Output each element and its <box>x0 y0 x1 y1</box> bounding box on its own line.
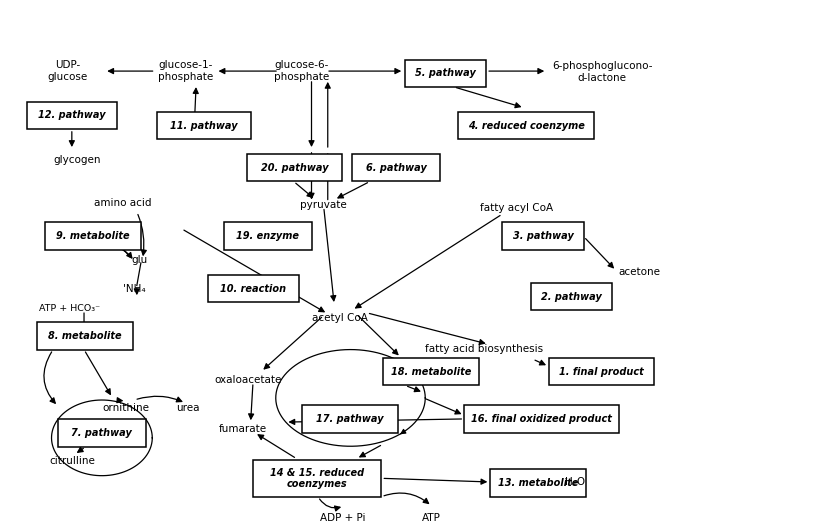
Text: 3. pathway: 3. pathway <box>513 231 573 241</box>
Text: 14 & 15. reduced
coenzymes: 14 & 15. reduced coenzymes <box>270 467 364 489</box>
FancyBboxPatch shape <box>253 460 381 496</box>
Text: 7. pathway: 7. pathway <box>71 428 133 438</box>
Text: UDP-
glucose: UDP- glucose <box>47 61 88 82</box>
Text: 10. reaction: 10. reaction <box>220 284 286 294</box>
FancyBboxPatch shape <box>27 101 116 129</box>
FancyBboxPatch shape <box>246 154 343 182</box>
FancyBboxPatch shape <box>465 405 618 433</box>
FancyBboxPatch shape <box>502 222 584 250</box>
Text: 6-phosphoglucono-
d-lactone: 6-phosphoglucono- d-lactone <box>552 62 653 83</box>
Text: ADP + Pi: ADP + Pi <box>320 513 365 523</box>
FancyBboxPatch shape <box>302 405 398 433</box>
Text: glycogen: glycogen <box>54 156 101 166</box>
Text: pyruvate: pyruvate <box>300 200 347 210</box>
Text: 20. pathway: 20. pathway <box>261 163 328 173</box>
FancyBboxPatch shape <box>208 275 299 302</box>
FancyBboxPatch shape <box>352 154 440 182</box>
Text: 6. pathway: 6. pathway <box>366 163 426 173</box>
Text: 13. metabolite: 13. metabolite <box>498 478 578 488</box>
Text: 17. pathway: 17. pathway <box>316 414 384 424</box>
Text: 8. metabolite: 8. metabolite <box>48 331 122 341</box>
Text: 'NH₄: 'NH₄ <box>123 284 146 294</box>
Text: urea: urea <box>176 404 200 414</box>
Text: acetyl CoA: acetyl CoA <box>312 313 368 323</box>
Text: 16. final oxidized product: 16. final oxidized product <box>471 414 612 424</box>
Text: glucose-6-
phosphate: glucose-6- phosphate <box>274 61 330 82</box>
FancyBboxPatch shape <box>549 358 654 386</box>
Text: fumarate: fumarate <box>219 424 267 434</box>
Text: acetone: acetone <box>618 267 661 277</box>
Text: citrulline: citrulline <box>49 456 95 466</box>
Text: 19. enzyme: 19. enzyme <box>236 231 299 241</box>
Text: 18. metabolite: 18. metabolite <box>391 366 471 376</box>
FancyBboxPatch shape <box>157 112 250 140</box>
Text: 12. pathway: 12. pathway <box>38 110 106 120</box>
Text: fatty acid biosynthesis: fatty acid biosynthesis <box>425 344 543 354</box>
FancyBboxPatch shape <box>58 419 146 447</box>
Text: 1. final product: 1. final product <box>560 366 644 376</box>
Text: glucose-1-
phosphate: glucose-1- phosphate <box>158 61 213 82</box>
Text: amino acid: amino acid <box>94 199 152 209</box>
Text: 9. metabolite: 9. metabolite <box>56 231 130 241</box>
FancyBboxPatch shape <box>45 222 141 250</box>
Text: fatty acyl CoA: fatty acyl CoA <box>479 203 553 213</box>
Text: glu: glu <box>131 255 147 266</box>
FancyBboxPatch shape <box>490 469 587 496</box>
Text: 5. pathway: 5. pathway <box>415 68 476 78</box>
Text: H₂O: H₂O <box>564 477 585 487</box>
Text: 4. reduced coenzyme: 4. reduced coenzyme <box>468 121 584 131</box>
Text: 2. pathway: 2. pathway <box>541 292 602 302</box>
FancyBboxPatch shape <box>405 59 486 87</box>
Text: 11. pathway: 11. pathway <box>170 121 238 131</box>
FancyBboxPatch shape <box>458 112 594 140</box>
Text: ornithine: ornithine <box>103 404 150 414</box>
Text: ATP: ATP <box>422 513 441 523</box>
FancyBboxPatch shape <box>224 222 312 250</box>
Text: ATP + HCO₃⁻: ATP + HCO₃⁻ <box>38 304 100 313</box>
FancyBboxPatch shape <box>37 322 133 349</box>
FancyBboxPatch shape <box>531 283 612 310</box>
FancyBboxPatch shape <box>383 358 479 386</box>
Text: oxaloacetate: oxaloacetate <box>214 375 282 385</box>
